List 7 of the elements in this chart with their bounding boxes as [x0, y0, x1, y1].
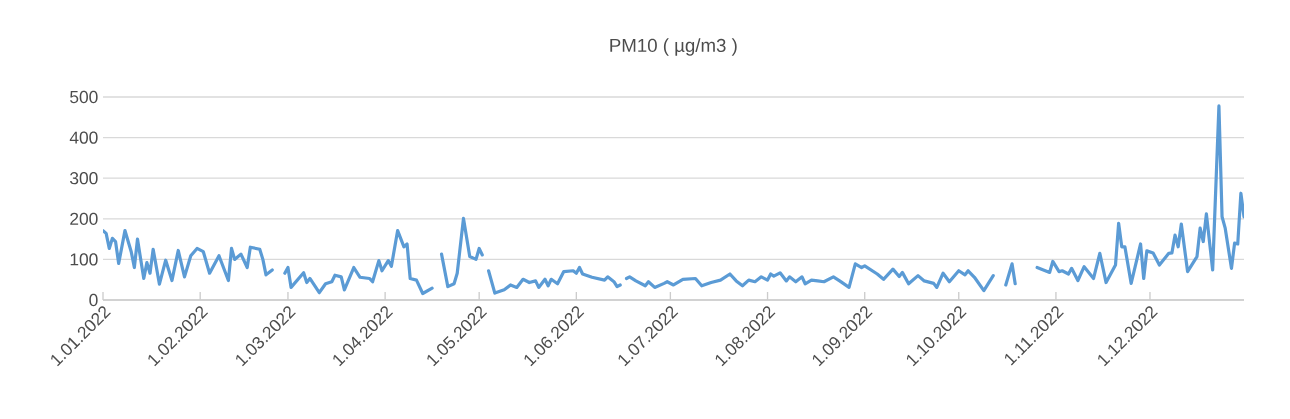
chart-title: PM10 ( µg/m3 ) [610, 38, 737, 56]
y-tick-label: 500 [70, 90, 98, 104]
y-tick-label: 200 [70, 212, 98, 225]
y-tick-label: 400 [69, 131, 98, 144]
y-tick-label: 0 [89, 293, 98, 307]
y-tick-label: 300 [70, 172, 98, 185]
y-tick-label: 100 [70, 253, 98, 266]
